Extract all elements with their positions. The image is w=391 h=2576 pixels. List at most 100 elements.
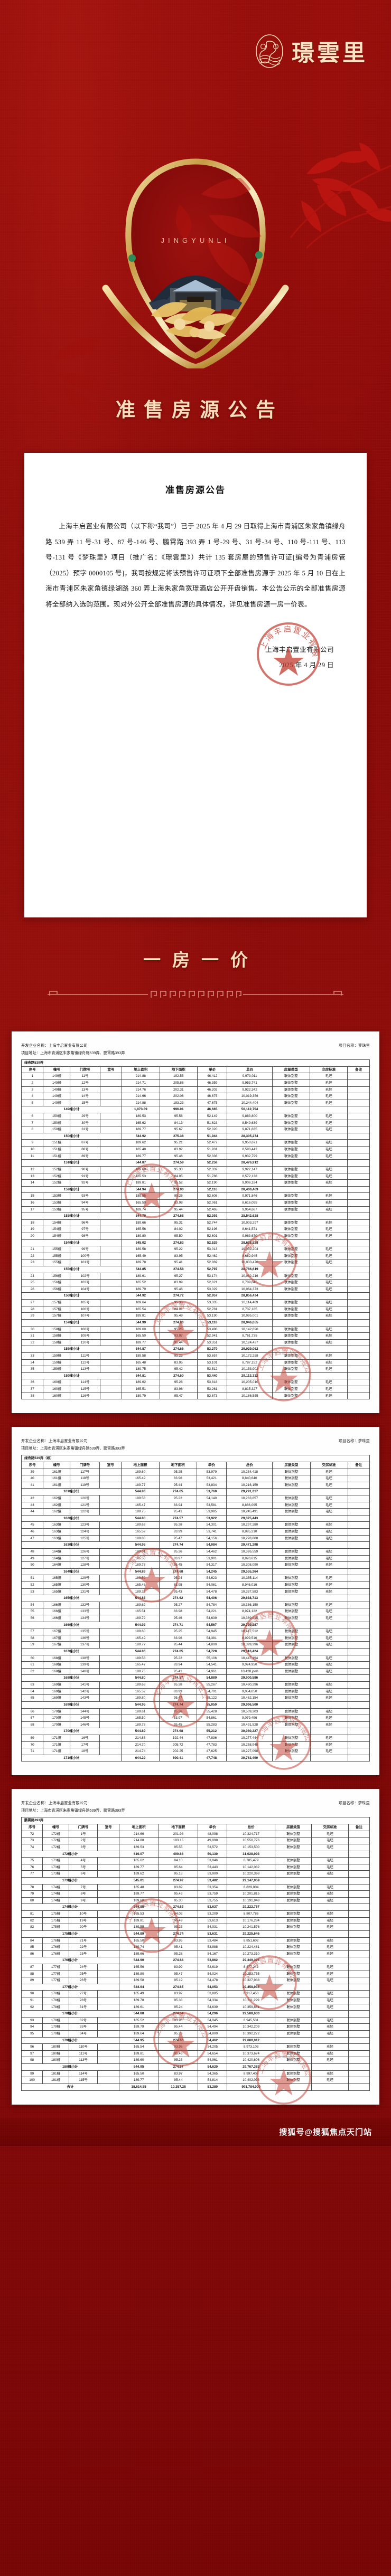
- table-cell: 联体别墅: [274, 1937, 312, 1945]
- table-cell: 97号: [70, 1226, 100, 1233]
- table-row: 40 161幢 118号 165.49 83.96 53,421 8,840,640 联体别墅…: [21, 1475, 370, 1482]
- table-cell: [348, 2057, 370, 2064]
- table-cell: 联体别墅: [272, 1468, 311, 1476]
- table-cell: 48: [21, 1548, 44, 1556]
- table-cell: [311, 1877, 349, 1884]
- footer-watermark: 搜狐号@搜狐焦点天门站: [279, 2128, 372, 2137]
- table-cell: 毛坯: [310, 1339, 348, 1347]
- table-cell: 29,729,287: [226, 1621, 273, 1629]
- table-cell: 53,013: [197, 1246, 228, 1253]
- table-cell: 159幢: [43, 1359, 71, 1367]
- table-cell: 联体别墅: [274, 1870, 312, 1878]
- table-cell: 544.87: [122, 1346, 160, 1353]
- table-cell: [272, 1239, 311, 1247]
- table-cell: [347, 1239, 370, 1247]
- table-cell: [348, 1837, 370, 1844]
- table-cell: 联体别墅: [272, 1272, 311, 1280]
- table-row: 2 149幢 12号 214.71 205.86 46,359 9,953,741 联体别墅毛…: [21, 1079, 370, 1087]
- table-cell: 95.47: [159, 1535, 197, 1542]
- table-cell: 毛坯: [310, 1634, 348, 1642]
- table-cell: 毛坯: [310, 1555, 348, 1562]
- table-cell: 28,946,655: [227, 1319, 273, 1327]
- table-row: 75 173幢 4号 165.62 84.10 53,046 8,785,479 联体别墅 毛坯: [21, 1857, 370, 1864]
- table-cell: [310, 1568, 348, 1576]
- table-cell: 9,871,835: [227, 1126, 273, 1133]
- table-row: 84 176幢 21号 165.50 83.95 53,484 8,851,602 联体别墅毛…: [21, 1937, 370, 1945]
- table-cell: [99, 1099, 123, 1107]
- table-cell: 毛坯: [311, 1990, 349, 1997]
- table-subtotal-row: 174幢小计 544.85 274.62 53,637 29,222,767: [21, 1903, 370, 1911]
- table-subtotal-row: 176幢小计 544.90 274.64 53,862 29,349,393: [21, 1957, 370, 1964]
- table-cell: 10,220,398: [227, 1870, 275, 1878]
- table-cell: 274.74: [159, 1541, 197, 1549]
- table-cell: 10,278,808: [226, 1535, 273, 1542]
- table-cell: 9,883,800: [227, 1113, 273, 1120]
- table-cell: 54,639: [198, 2003, 228, 2011]
- table-cell: [272, 1728, 311, 1735]
- table-cell: 51,786: [197, 1172, 228, 1180]
- table-cell: 157幢: [43, 1299, 71, 1306]
- table-cell: 29,680,012: [227, 2037, 275, 2044]
- table-cell: [310, 1372, 348, 1380]
- table-cell: [310, 1213, 348, 1220]
- table-cell: 95.47: [158, 1970, 199, 1978]
- table-row: 64 169幢 142号 165.52 83.99 54,701 9,054,050 联体别墅…: [21, 1688, 370, 1696]
- table-cell: 152幢: [43, 1172, 71, 1180]
- table-cell: 53,900: [198, 1870, 228, 1878]
- table-cell: 联体别墅: [272, 1508, 311, 1516]
- table-subtotal-row: 165幢小计 544.83 274.62 54,406 29,638,713: [21, 1595, 370, 1602]
- table-cell: 150幢: [43, 1126, 71, 1133]
- table-cell: 189.64: [118, 2030, 159, 2038]
- table-cell: [99, 1232, 123, 1240]
- table-cell: 52,621: [197, 1279, 228, 1286]
- developer-name: 开发企业名称：上海丰启置业有限公司: [21, 1043, 88, 1048]
- table-cell: 54,889: [196, 1674, 227, 1682]
- table-cell: 152幢: [43, 1179, 71, 1187]
- table-cell: 77: [21, 1870, 43, 1878]
- table-cell: 联体别墅: [274, 1977, 312, 1984]
- table-cell: 52,196: [197, 1226, 228, 1233]
- table-cell: 8,593,442: [227, 1146, 273, 1153]
- table-cell: 165幢: [43, 1581, 70, 1589]
- table-cell: [272, 1319, 311, 1327]
- table-cell: 189.60: [122, 1325, 160, 1333]
- table-cell: [97, 2043, 119, 2051]
- table-cell: [97, 1890, 119, 1898]
- table-cell: 联体别墅: [274, 2043, 312, 2051]
- table-cell: 36: [21, 1379, 44, 1386]
- table-cell: 55,283: [196, 1721, 227, 1729]
- table-cell: 10,308,090: [226, 1561, 273, 1569]
- project-address: 项目地址：上海市青浦区朱家角镇绿舟路539弄、鹏霄路393弄: [21, 1446, 125, 1451]
- table-cell: 毛坯: [311, 1863, 349, 1871]
- table-cell: [99, 1285, 123, 1293]
- table-cell: 联体别墅: [272, 1721, 311, 1729]
- table-cell: 19: [21, 1226, 44, 1233]
- project-name: 项目名称：梦珠里: [338, 1801, 370, 1806]
- table-cell: [347, 1386, 370, 1393]
- table-cell: [348, 1903, 370, 1911]
- table-cell: 106号: [70, 1305, 100, 1313]
- table-cell: 189.78: [122, 1259, 160, 1267]
- table-cell: 128号: [69, 1561, 100, 1569]
- table-cell: 95.27: [159, 1601, 197, 1609]
- table-cell: [311, 1930, 349, 1938]
- table-column-header: 地下面积: [158, 1824, 199, 1831]
- table-cell: 214.88: [122, 1073, 160, 1080]
- table-cell: 9,922,147: [227, 1166, 273, 1173]
- table-subtotal-row: 177幢小计 544.94 274.65 54,053 29,458,935: [21, 1983, 370, 1991]
- table-cell: [97, 2077, 119, 2084]
- table-cell: 141号: [69, 1681, 100, 1689]
- table-cell: 58: [21, 1634, 44, 1642]
- table-cell: 165.52: [118, 2016, 159, 2024]
- table-cell: 149幢: [43, 1079, 71, 1087]
- table-cell: [99, 1508, 122, 1516]
- table-row: 38 160幢 116号 189.79 95.47 53,673 10,186,555 联体别…: [21, 1392, 370, 1400]
- table-cell: 联体别墅: [274, 2077, 312, 2084]
- table-cell: 53,760: [196, 1488, 227, 1496]
- table-cell: 联体别墅: [272, 1641, 311, 1649]
- table-cell: [99, 1366, 123, 1373]
- table-cell: 181幢: [42, 2070, 69, 2078]
- table-cell: 52,332: [197, 1166, 228, 1173]
- table-cell: 179幢: [42, 2030, 69, 2038]
- table-cell: [99, 1279, 123, 1286]
